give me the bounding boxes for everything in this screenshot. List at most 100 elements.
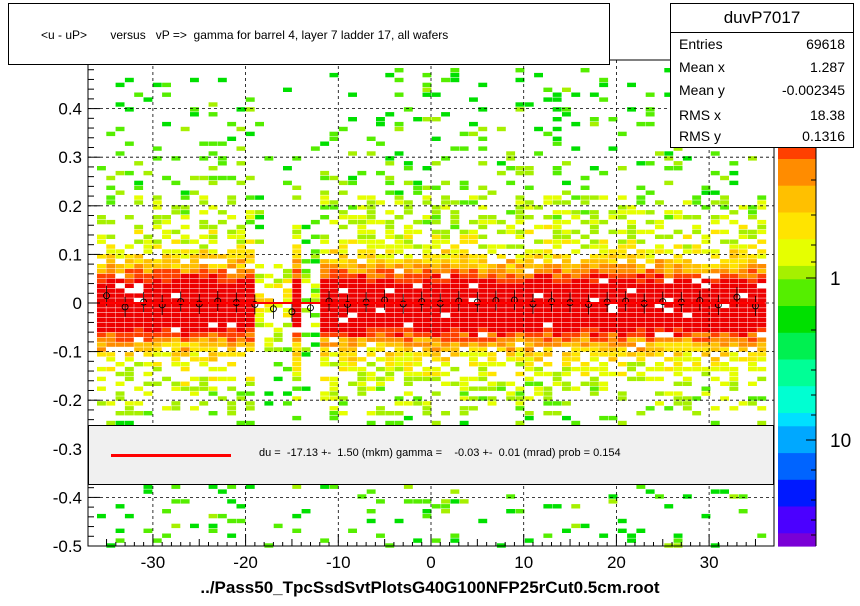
heatmap-cell	[589, 386, 599, 391]
heatmap-cell	[599, 273, 609, 279]
heatmap-cell	[450, 244, 460, 249]
heatmap-cell	[515, 215, 525, 220]
heatmap-cell	[710, 327, 720, 333]
heatmap-cell	[664, 68, 674, 73]
heatmap-cell	[431, 308, 441, 313]
heatmap-cell	[366, 136, 376, 141]
heatmap-cell	[283, 308, 292, 313]
heatmap-cell	[171, 313, 181, 318]
heatmap-cell	[320, 396, 330, 401]
heatmap-cell	[729, 249, 739, 254]
heatmap-cell	[180, 234, 190, 239]
heatmap-cell	[366, 268, 376, 274]
heatmap-cell	[524, 259, 534, 264]
heatmap-cell	[450, 68, 460, 73]
heatmap-cell	[710, 347, 720, 352]
heatmap-cell	[441, 205, 450, 210]
heatmap-cell	[301, 278, 311, 284]
heatmap-cell	[543, 327, 553, 333]
profile-point	[733, 293, 741, 301]
heatmap-cell	[599, 313, 609, 318]
heatmap-cell	[245, 313, 255, 318]
heatmap-cell	[217, 337, 227, 342]
heatmap-cell	[496, 298, 506, 303]
heatmap-cell	[106, 337, 116, 342]
heatmap-cell	[701, 322, 711, 328]
heatmap-cell	[645, 322, 655, 328]
heatmap-cell	[413, 308, 423, 313]
heatmap-cell	[524, 317, 534, 323]
heatmap-cell	[534, 264, 543, 269]
color-scale-swatch	[778, 452, 816, 467]
heatmap-cell	[162, 82, 171, 88]
heatmap-cell	[180, 195, 190, 200]
heatmap-cell	[617, 254, 627, 259]
heatmap-cell	[208, 528, 218, 533]
heatmap-cell	[571, 195, 581, 200]
heatmap-cell	[580, 313, 590, 318]
heatmap-cell	[180, 190, 190, 195]
heatmap-cell	[422, 332, 432, 337]
heatmap-cell	[757, 249, 767, 254]
heatmap-cell	[422, 166, 432, 171]
heatmap-cell	[589, 317, 599, 323]
heatmap-cell	[655, 268, 664, 274]
heatmap-cell	[292, 229, 302, 235]
heatmap-cell	[431, 371, 441, 377]
heatmap-cell	[608, 357, 618, 362]
heatmap-cell	[106, 303, 116, 308]
heatmap-cell	[757, 337, 767, 342]
heatmap-cell	[469, 327, 478, 333]
heatmap-cell	[431, 317, 441, 323]
heatmap-cell	[692, 283, 702, 288]
heatmap-cell	[143, 327, 153, 333]
heatmap-cell	[487, 273, 497, 279]
heatmap-cell	[738, 229, 748, 235]
heatmap-cell	[431, 332, 441, 337]
heatmap-cell	[199, 273, 209, 279]
heatmap-cell	[543, 298, 553, 303]
heatmap-cell	[357, 283, 367, 288]
heatmap-cell	[562, 268, 571, 274]
heatmap-cell	[171, 406, 181, 411]
heatmap-cell	[552, 229, 562, 235]
heatmap-cell	[217, 293, 227, 298]
heatmap-cell	[701, 317, 711, 323]
heatmap-cell	[636, 371, 646, 377]
heatmap-cell	[385, 352, 395, 357]
stats-label: Mean y	[679, 82, 725, 98]
heatmap-cell	[478, 264, 488, 269]
heatmap-cell	[580, 268, 590, 274]
heatmap-cell	[627, 278, 636, 284]
heatmap-cell	[338, 396, 348, 401]
heatmap-cell	[459, 381, 469, 386]
heatmap-cell	[283, 87, 292, 92]
heatmap-cell	[543, 283, 553, 288]
heatmap-cell	[106, 259, 116, 264]
heatmap-cell	[320, 259, 330, 264]
heatmap-cell	[441, 347, 450, 352]
heatmap-cell	[357, 278, 367, 284]
heatmap-cell	[627, 352, 636, 357]
heatmap-cell	[329, 406, 339, 411]
heatmap-cell	[115, 411, 125, 416]
heatmap-cell	[738, 273, 748, 279]
heatmap-cell	[320, 308, 330, 313]
heatmap-cell	[292, 376, 302, 382]
heatmap-cell	[441, 264, 450, 269]
y-tick-label: -0.5	[53, 537, 82, 556]
heatmap-cell	[422, 317, 432, 323]
heatmap-cell	[394, 77, 404, 83]
heatmap-cell	[329, 327, 339, 333]
heatmap-cell	[403, 357, 413, 362]
profile-point	[158, 301, 166, 309]
heatmap-cell	[580, 303, 590, 308]
heatmap-cell	[124, 170, 134, 176]
stats-label: Mean x	[679, 59, 725, 75]
heatmap-cell	[329, 381, 339, 386]
heatmap-cell	[190, 303, 199, 308]
heatmap-cell	[571, 273, 581, 279]
heatmap-cell	[143, 362, 153, 367]
heatmap-cell	[701, 234, 711, 239]
heatmap-cell	[162, 317, 171, 323]
